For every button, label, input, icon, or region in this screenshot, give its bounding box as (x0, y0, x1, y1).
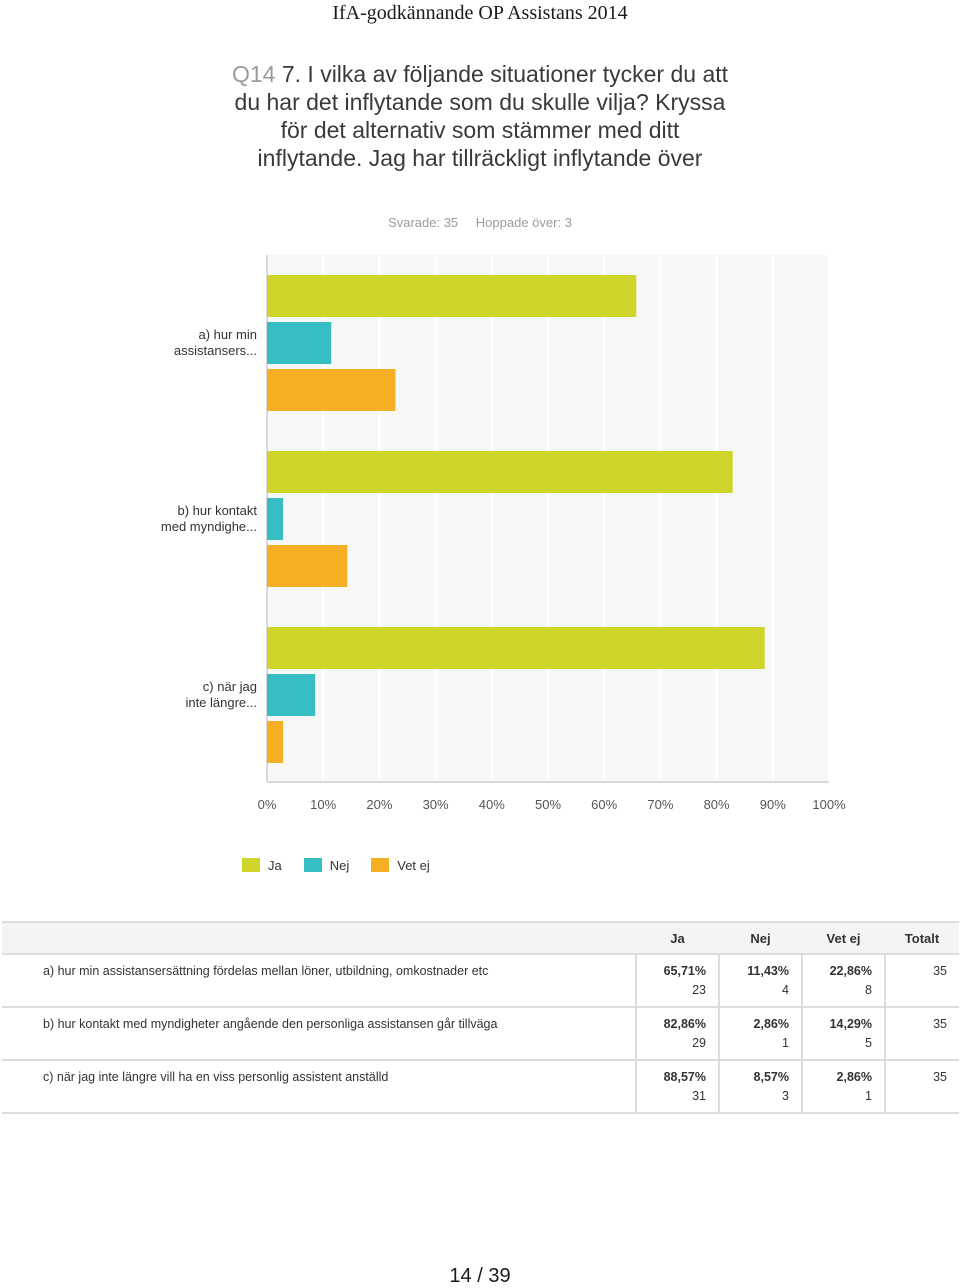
legend-item-ja: Ja (242, 858, 282, 873)
row-label: c) när jag inte längre vill ha en viss p… (2, 1060, 636, 1114)
x-tick-label: 10% (310, 797, 336, 812)
cell-nej: 11,43% 4 (718, 954, 802, 1008)
table-row: a) hur min assistansersättning fördelas … (2, 954, 959, 1008)
bar-ja (267, 451, 733, 493)
cell-ja: 82,86% 29 (635, 1007, 719, 1061)
cell-total: 35 (884, 1060, 959, 1114)
header-vet-ej: Vet ej (802, 921, 885, 955)
cell-percent: 11,43% (747, 964, 789, 978)
cell-vet-ej: 14,29% 5 (801, 1007, 885, 1061)
row-label: b) hur kontakt med myndigheter angående … (2, 1007, 636, 1061)
page-number: 14 / 39 (449, 1265, 511, 1287)
category-label: b) hur kontakt (178, 503, 258, 518)
bar-nej (267, 322, 332, 364)
cell-percent: 65,71% (663, 964, 706, 978)
category-label: inte längre... (185, 695, 257, 710)
category-label: assistansers... (174, 343, 257, 358)
header-totalt: Totalt (885, 921, 959, 955)
x-tick-label: 90% (760, 797, 786, 812)
cell-count: 29 (692, 1036, 706, 1050)
cell-count: 8 (865, 983, 872, 997)
chart-legend: Ja Nej Vet ej (242, 855, 452, 875)
cell-percent: 14,29% (829, 1017, 872, 1031)
question-text: 7. I vilka av följande situationer tycke… (234, 61, 729, 171)
table-row: c) när jag inte längre vill ha en viss p… (2, 1060, 959, 1114)
category-label: c) när jag (203, 679, 257, 694)
header-blank (2, 921, 636, 955)
x-tick-label: 30% (423, 797, 449, 812)
question-number: Q14 (231, 61, 276, 87)
bar-nej (267, 674, 316, 716)
x-tick-label: 60% (591, 797, 617, 812)
cell-nej: 8,57% 3 (718, 1060, 802, 1114)
cell-total: 35 (884, 1007, 959, 1061)
x-tick-label: 40% (479, 797, 505, 812)
bar-vet-ej (267, 545, 348, 587)
category-label: a) hur min (198, 327, 257, 342)
legend-label-vet-ej: Vet ej (397, 857, 430, 873)
legend-item-nej: Nej (303, 857, 350, 873)
cell-vet-ej: 2,86% 1 (801, 1060, 885, 1114)
x-tick-label: 80% (704, 797, 730, 812)
cell-percent: 82,86% (663, 1017, 706, 1031)
bar-nej (267, 498, 284, 540)
category-label: med myndighe... (161, 519, 257, 534)
x-tick-label: 20% (366, 797, 392, 812)
cell-count: 5 (865, 1036, 872, 1050)
cell-percent: 8,57% (753, 1070, 789, 1084)
x-tick-label: 100% (812, 797, 846, 812)
cell-percent: 22,86% (829, 964, 872, 978)
document-header: IfA-godkännande OP Assistans 2014 (332, 2, 628, 24)
legend-label-ja: Ja (268, 857, 282, 873)
cell-percent: 2,86% (753, 1017, 789, 1031)
bar-ja (267, 275, 637, 317)
header-ja: Ja (636, 921, 719, 955)
header-nej: Nej (719, 921, 802, 955)
x-tick-label: 50% (535, 797, 561, 812)
cell-count: 1 (782, 1036, 789, 1050)
question-title: Q14 7. I vilka av följande situationer t… (230, 60, 730, 172)
cell-count: 4 (782, 983, 789, 997)
bar-vet-ej (267, 721, 284, 763)
response-stats: Svarade: 35 Hoppade över: 3 (0, 215, 960, 230)
cell-nej: 2,86% 1 (718, 1007, 802, 1061)
cell-ja: 65,71% 23 (635, 954, 719, 1008)
skipped-count: Hoppade över: 3 (475, 215, 572, 230)
legend-swatch-vet-ej (371, 858, 390, 872)
legend-item-vet-ej: Vet ej (371, 858, 430, 873)
cell-percent: 2,86% (836, 1070, 872, 1084)
x-tick-label: 70% (647, 797, 673, 812)
results-table: Ja Nej Vet ej Totalt a) hur min assistan… (2, 921, 959, 1114)
answered-count: Svarade: 35 (388, 215, 459, 230)
cell-total: 35 (884, 954, 959, 1008)
cell-count: 3 (782, 1089, 789, 1103)
bar-chart: 0% 10% 20% 30% 40% 50% 60% 70% 80% 90% 100% a) hur … (161, 255, 846, 812)
cell-vet-ej: 22,86% 8 (801, 954, 885, 1008)
cell-count: 23 (692, 983, 706, 997)
legend-swatch-ja (242, 858, 260, 872)
cell-count: 31 (692, 1089, 706, 1103)
bar-vet-ej (267, 369, 396, 411)
cell-count: 1 (865, 1089, 872, 1103)
legend-label-nej: Nej (329, 857, 350, 873)
row-label: a) hur min assistansersättning fördelas … (2, 954, 636, 1008)
x-tick-label: 0% (258, 797, 277, 812)
cell-percent: 88,57% (663, 1070, 706, 1084)
table-header-row: Ja Nej Vet ej Totalt (2, 921, 959, 955)
table-row: b) hur kontakt med myndigheter angående … (2, 1007, 959, 1061)
legend-swatch-nej (303, 858, 322, 872)
bar-ja (267, 627, 765, 669)
cell-ja: 88,57% 31 (635, 1060, 719, 1114)
